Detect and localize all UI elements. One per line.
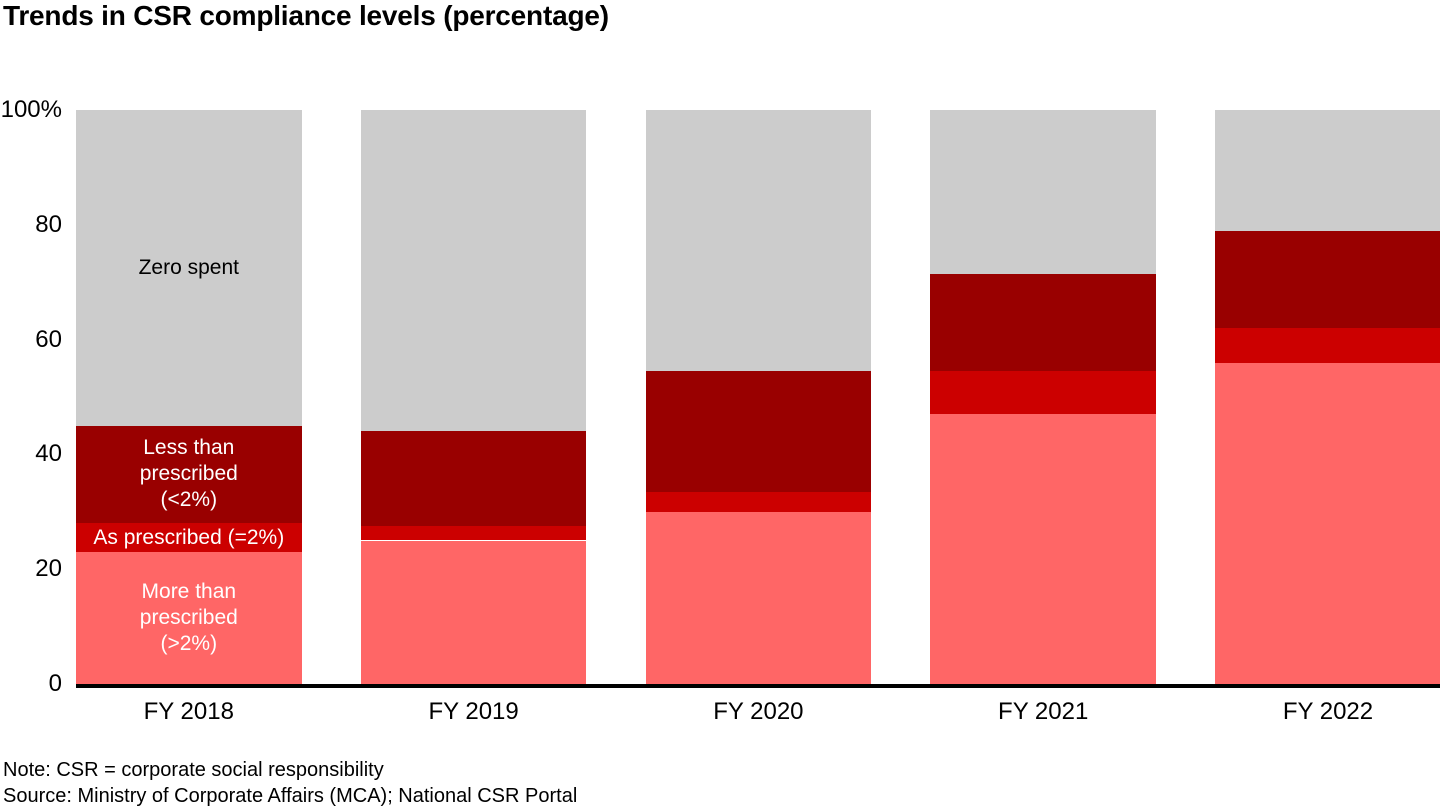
bar-segment-as-prescribed xyxy=(645,491,872,512)
chart-title: Trends in CSR compliance levels (percent… xyxy=(3,0,609,31)
y-tick-label: 20 xyxy=(35,555,62,583)
bar-segment-more-than-prescribed xyxy=(930,414,1156,684)
y-tick-label: 0 xyxy=(48,670,62,697)
chart-note: Note: CSR = corporate social responsibil… xyxy=(3,759,384,781)
segment-label-as-prescribed: As prescribed (=2%) xyxy=(93,525,285,549)
bar-segment-as-prescribed xyxy=(1215,328,1440,363)
bar-segment-as-prescribed: As prescribed (=2%) xyxy=(76,523,302,552)
bar-segment-less-than-prescribed xyxy=(930,273,1156,372)
bar-segment-more-than-prescribed: More than prescribed (>2%) xyxy=(76,551,302,684)
x-axis-label: FY 2019 xyxy=(428,698,519,725)
bar-segment-as-prescribed xyxy=(360,526,587,541)
segment-label-more-than-prescribed: (>2%) xyxy=(160,631,218,655)
bar-segment-zero-spent xyxy=(1215,110,1440,231)
y-tick-label: 60 xyxy=(35,325,62,353)
footnotes: Note: CSR = corporate social responsibil… xyxy=(3,757,577,809)
bar-segment-less-than-prescribed xyxy=(1215,230,1440,329)
segment-label-less-than-prescribed: Less than xyxy=(143,436,235,460)
bar-segment-zero-spent xyxy=(645,110,872,372)
bar-segment-less-than-prescribed xyxy=(360,431,587,527)
bar-segment-less-than-prescribed xyxy=(645,371,872,492)
segment-label-less-than-prescribed: (<2%) xyxy=(160,488,218,512)
chart-source: Source: Ministry of Corporate Affairs (M… xyxy=(3,785,578,807)
segment-label-more-than-prescribed: prescribed xyxy=(139,605,238,629)
bar-segment-zero-spent: Zero spent xyxy=(76,110,302,426)
segment-label-less-than-prescribed: prescribed xyxy=(139,462,238,486)
bar-segment-more-than-prescribed xyxy=(1215,362,1440,684)
bar-segment-more-than-prescribed xyxy=(645,511,872,684)
y-tick-label: 80 xyxy=(35,210,62,238)
x-axis-label: FY 2022 xyxy=(1282,698,1374,725)
x-axis-line xyxy=(76,684,1440,688)
x-axis-label: FY 2021 xyxy=(998,698,1089,725)
segment-label-more-than-prescribed: More than xyxy=(141,579,237,603)
bar-segment-as-prescribed xyxy=(930,371,1156,415)
bar-segment-more-than-prescribed xyxy=(360,540,587,684)
bar-segment-zero-spent xyxy=(930,110,1156,274)
x-axis-label: FY 2020 xyxy=(713,698,804,725)
bar-segment-less-than-prescribed: Less than prescribed (<2%) xyxy=(76,425,302,524)
y-tick-label: 100% xyxy=(0,96,62,123)
segment-label-zero-spent: Zero spent xyxy=(138,255,239,279)
bar-segment-zero-spent xyxy=(360,110,587,432)
x-axis-label: FY 2018 xyxy=(143,698,234,725)
y-tick-label: 40 xyxy=(35,440,62,468)
